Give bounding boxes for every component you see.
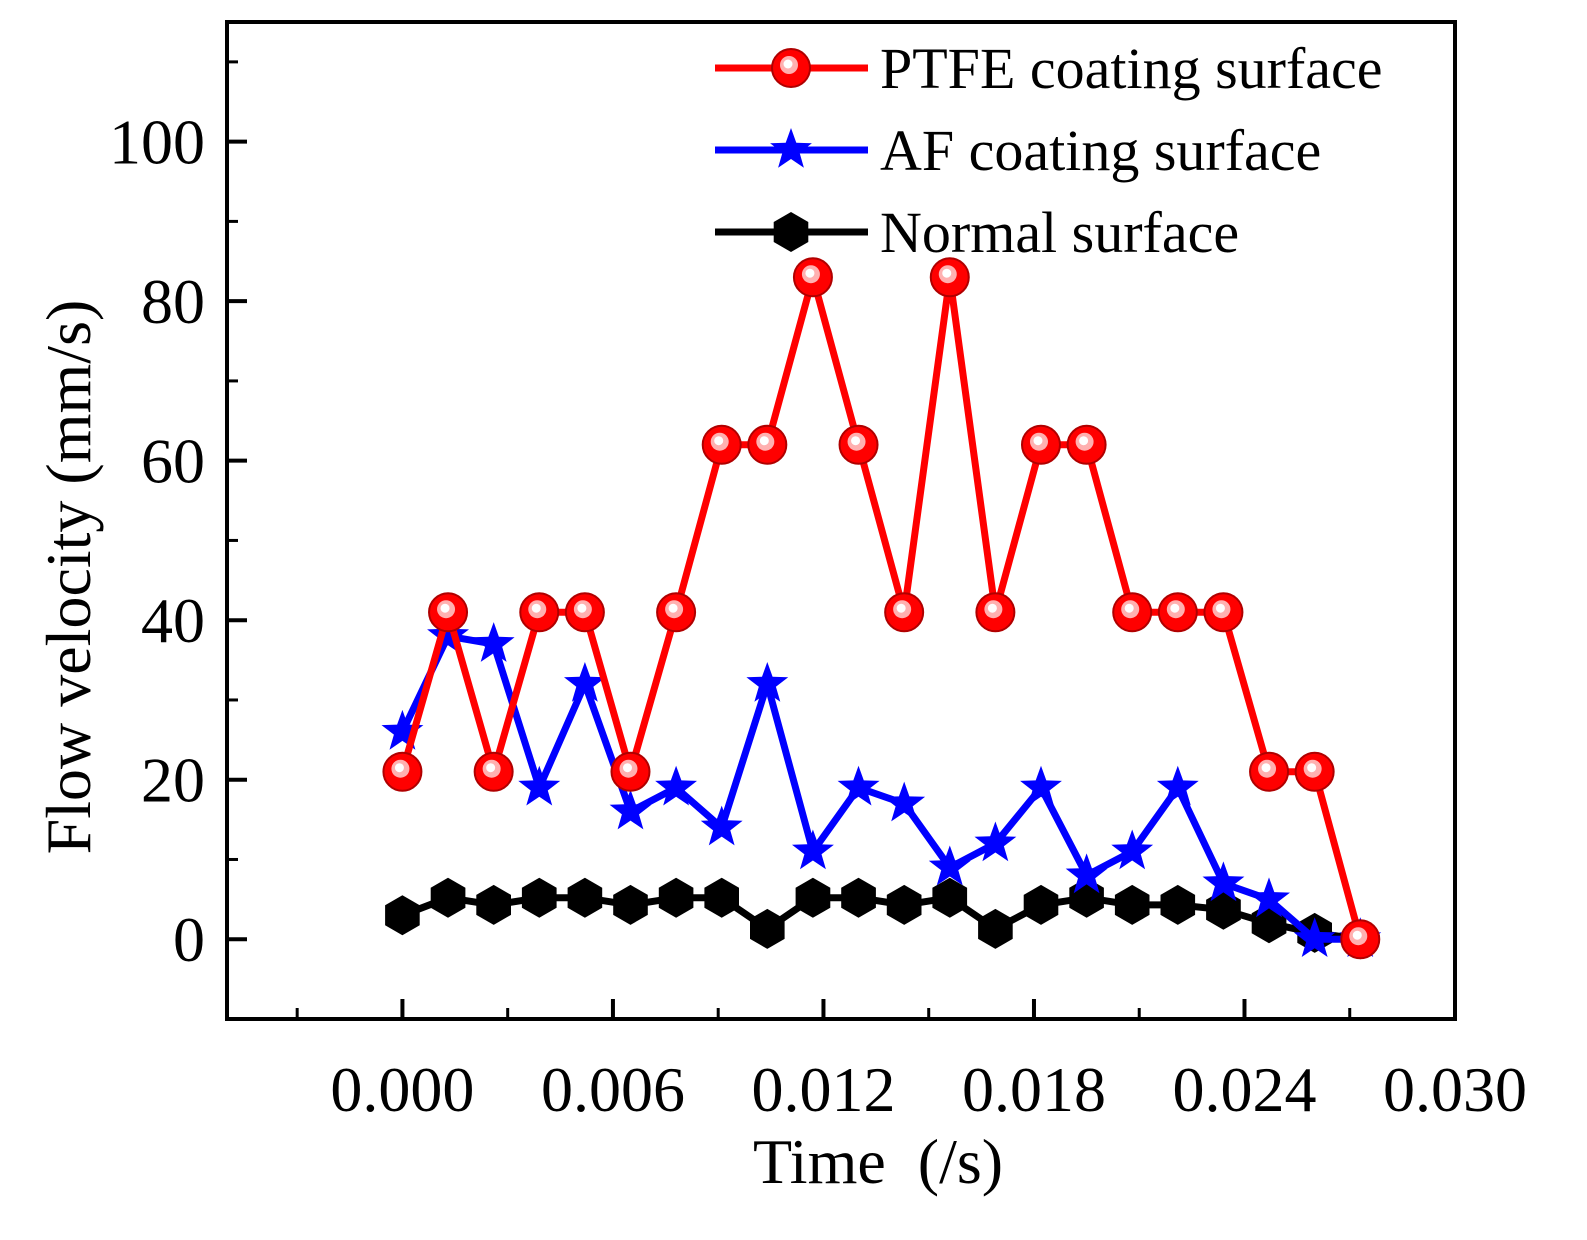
data-point-normal-surface — [1023, 884, 1059, 925]
data-point-ptfe-coating-surface — [610, 751, 651, 792]
series-ptfe-coating-surface — [382, 257, 1381, 960]
data-point-af-coating-surface — [1202, 861, 1245, 902]
data-point-normal-surface — [1114, 884, 1150, 925]
data-point-af-coating-surface — [1111, 829, 1154, 870]
data-point-af-coating-surface — [609, 789, 652, 830]
data-point-normal-surface — [704, 877, 739, 918]
data-point-ptfe-coating-surface — [701, 424, 742, 465]
plot-frame — [225, 20, 1457, 1021]
data-point-af-coating-surface — [746, 662, 789, 702]
data-point-af-coating-surface — [883, 781, 926, 822]
legend-label: Normal surface — [880, 200, 1239, 265]
series-line-normal-surface — [401, 894, 1361, 943]
data-point-af-coating-surface — [792, 829, 834, 870]
data-point-ptfe-coating-surface — [519, 592, 560, 633]
data-point-af-coating-surface — [427, 614, 469, 654]
legend-label: AF coating surface — [880, 118, 1321, 183]
legend: PTFE coating surface AF coating surface No… — [715, 36, 1383, 265]
x-tick-label: 0.024 — [1172, 1054, 1316, 1125]
data-point-normal-surface — [567, 877, 603, 918]
data-point-af-coating-surface — [1293, 917, 1336, 957]
data-point-af-coating-surface — [974, 821, 1017, 862]
data-point-ptfe-coating-surface — [1249, 751, 1290, 792]
data-point-normal-surface — [658, 877, 694, 918]
x-tick-label: 0.030 — [1383, 1054, 1527, 1125]
data-point-ptfe-coating-surface — [428, 592, 469, 633]
data-point-ptfe-coating-surface — [884, 592, 925, 633]
y-tick-label: 100 — [109, 107, 205, 178]
series-line-af-coating-surface — [399, 632, 1361, 943]
legend-marker — [771, 48, 811, 88]
data-point-af-coating-surface — [700, 805, 743, 846]
data-point-normal-surface — [978, 908, 1013, 949]
data-point-af-coating-surface — [564, 662, 606, 702]
y-tick-label: 0 — [173, 904, 205, 975]
series-normal-surface — [385, 877, 1378, 960]
data-point-af-coating-surface — [1248, 877, 1290, 918]
data-point-normal-surface — [521, 877, 557, 918]
legend-marker — [773, 212, 809, 252]
data-point-af-coating-surface — [1020, 765, 1062, 806]
data-point-normal-surface — [430, 877, 466, 918]
data-point-ptfe-coating-surface — [473, 751, 514, 792]
data-point-ptfe-coating-surface — [838, 424, 879, 465]
data-point-af-coating-surface — [655, 765, 697, 806]
y-tick-label: 20 — [141, 745, 205, 816]
data-point-normal-surface — [750, 908, 785, 949]
data-point-ptfe-coating-surface — [1340, 919, 1381, 960]
data-point-normal-surface — [886, 884, 922, 925]
legend-label: PTFE coating surface — [880, 36, 1383, 101]
data-point-normal-surface — [1206, 889, 1241, 930]
data-point-af-coating-surface — [472, 622, 515, 662]
data-point-normal-surface — [932, 877, 968, 918]
legend-marker — [770, 128, 812, 168]
data-point-ptfe-coating-surface — [747, 424, 788, 465]
data-point-ptfe-coating-surface — [382, 751, 423, 792]
data-point-af-coating-surface — [1156, 765, 1199, 806]
x-tick-label: 0.000 — [330, 1054, 474, 1125]
data-point-normal-surface — [476, 884, 511, 925]
data-point-ptfe-coating-surface — [1203, 592, 1244, 633]
data-point-ptfe-coating-surface — [975, 592, 1016, 633]
x-tick-label: 0.012 — [751, 1054, 895, 1125]
data-point-ptfe-coating-surface — [1020, 424, 1061, 465]
data-point-af-coating-surface — [837, 765, 880, 806]
legend-item: AF coating surface — [715, 118, 1321, 183]
data-point-af-coating-surface — [381, 709, 424, 750]
data-point-normal-surface — [613, 884, 648, 925]
legend-item: Normal surface — [715, 200, 1239, 265]
data-point-ptfe-coating-surface — [1066, 424, 1107, 465]
data-point-normal-surface — [1160, 884, 1196, 925]
data-point-normal-surface — [795, 877, 831, 918]
series-line-ptfe-coating-surface — [399, 273, 1364, 941]
data-point-ptfe-coating-surface — [929, 257, 970, 298]
y-tick-label: 60 — [141, 426, 205, 497]
data-point-normal-surface — [385, 895, 420, 936]
data-point-ptfe-coating-surface — [1112, 592, 1153, 633]
x-tick-label: 0.006 — [541, 1054, 685, 1125]
data-point-ptfe-coating-surface — [1294, 751, 1335, 792]
data-point-normal-surface — [841, 877, 876, 918]
data-point-ptfe-coating-surface — [564, 592, 605, 633]
data-point-ptfe-coating-surface — [656, 592, 697, 633]
data-point-af-coating-surface — [518, 765, 561, 806]
legend-item: PTFE coating surface — [715, 36, 1383, 101]
data-point-af-coating-surface — [1065, 853, 1108, 894]
y-axis-title: Flow velocity (mm/s) — [33, 300, 104, 855]
x-tick-label: 0.018 — [962, 1054, 1106, 1125]
data-point-af-coating-surface — [928, 845, 971, 886]
y-tick-label: 40 — [141, 585, 205, 656]
data-point-ptfe-coating-surface — [792, 257, 833, 298]
data-point-ptfe-coating-surface — [1157, 592, 1198, 633]
y-tick-label: 80 — [141, 266, 205, 337]
x-axis-title: Time (/s) — [753, 1126, 1003, 1197]
